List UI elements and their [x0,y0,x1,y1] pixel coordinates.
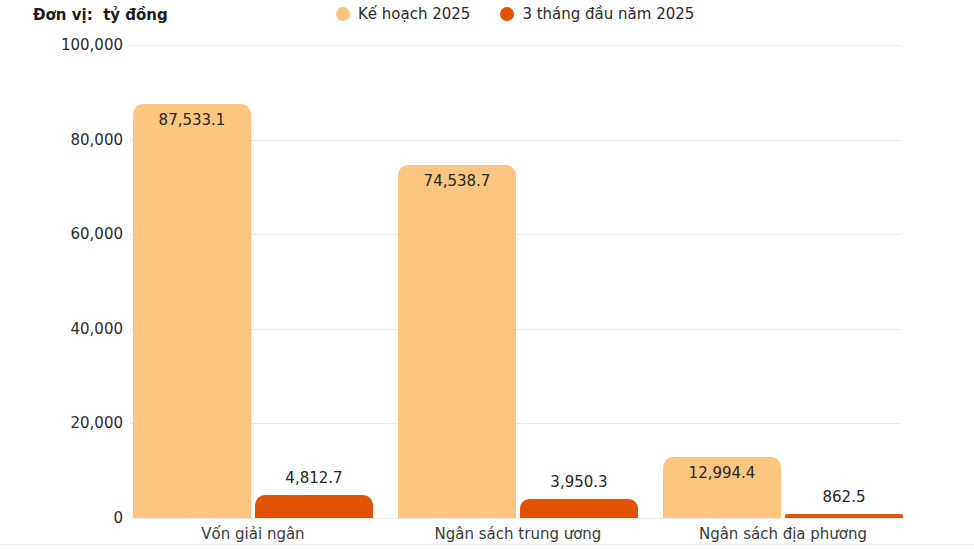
y-tick-label: 20,000 [18,414,123,432]
y-tick-label: 0 [18,509,123,527]
x-axis-category-label: Ngân sách địa phương [653,525,913,543]
bar-chart: Đơn vị: tỷ đồng Kế hoạch 2025 3 tháng đầ… [0,0,974,550]
plot-area: 0 20,000 40,000 60,000 80,000 100,000 87,533.1… [0,0,974,550]
x-axis-category-label: Vốn giải ngân [123,525,383,543]
x-axis-category-label: Ngân sách trung ương [388,525,648,543]
bar-actual [785,514,903,518]
bar-value-label: 12,994.4 [638,464,806,482]
bar-value-label: 74,538.7 [373,172,541,190]
y-tick-label: 60,000 [18,225,123,243]
y-tick-label: 80,000 [18,131,123,149]
bar-plan [133,104,251,518]
bar-value-label: 4,812.7 [230,469,398,487]
y-tick-label: 40,000 [18,320,123,338]
bottom-divider [0,544,974,545]
bar-value-label: 87,533.1 [108,111,276,129]
bar-actual [255,495,373,518]
bar-value-label: 862.5 [760,488,928,506]
bar-actual [520,499,638,518]
gridline-0 [130,518,901,519]
gridline-100000 [130,45,901,46]
y-tick-label: 100,000 [18,36,123,54]
bar-plan [398,165,516,518]
